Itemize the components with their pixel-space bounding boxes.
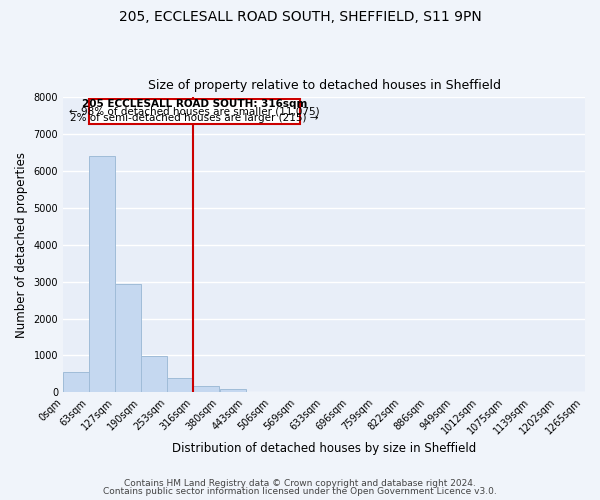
Text: Contains public sector information licensed under the Open Government Licence v3: Contains public sector information licen…	[103, 487, 497, 496]
Text: 2% of semi-detached houses are larger (215) →: 2% of semi-detached houses are larger (2…	[70, 114, 319, 124]
Bar	[63, 372, 89, 392]
Bar	[142, 356, 167, 393]
Text: 205, ECCLESALL ROAD SOUTH, SHEFFIELD, S11 9PN: 205, ECCLESALL ROAD SOUTH, SHEFFIELD, S1…	[119, 10, 481, 24]
Bar	[167, 378, 193, 392]
FancyBboxPatch shape	[89, 99, 300, 124]
Bar	[115, 284, 142, 393]
Text: ← 98% of detached houses are smaller (11,075): ← 98% of detached houses are smaller (11…	[70, 106, 320, 117]
Bar	[220, 389, 246, 392]
Title: Size of property relative to detached houses in Sheffield: Size of property relative to detached ho…	[148, 79, 500, 92]
X-axis label: Distribution of detached houses by size in Sheffield: Distribution of detached houses by size …	[172, 442, 476, 455]
Text: Contains HM Land Registry data © Crown copyright and database right 2024.: Contains HM Land Registry data © Crown c…	[124, 478, 476, 488]
Y-axis label: Number of detached properties: Number of detached properties	[15, 152, 28, 338]
Text: 205 ECCLESALL ROAD SOUTH: 316sqm: 205 ECCLESALL ROAD SOUTH: 316sqm	[82, 100, 307, 110]
Bar	[193, 386, 220, 392]
Bar	[89, 156, 115, 392]
